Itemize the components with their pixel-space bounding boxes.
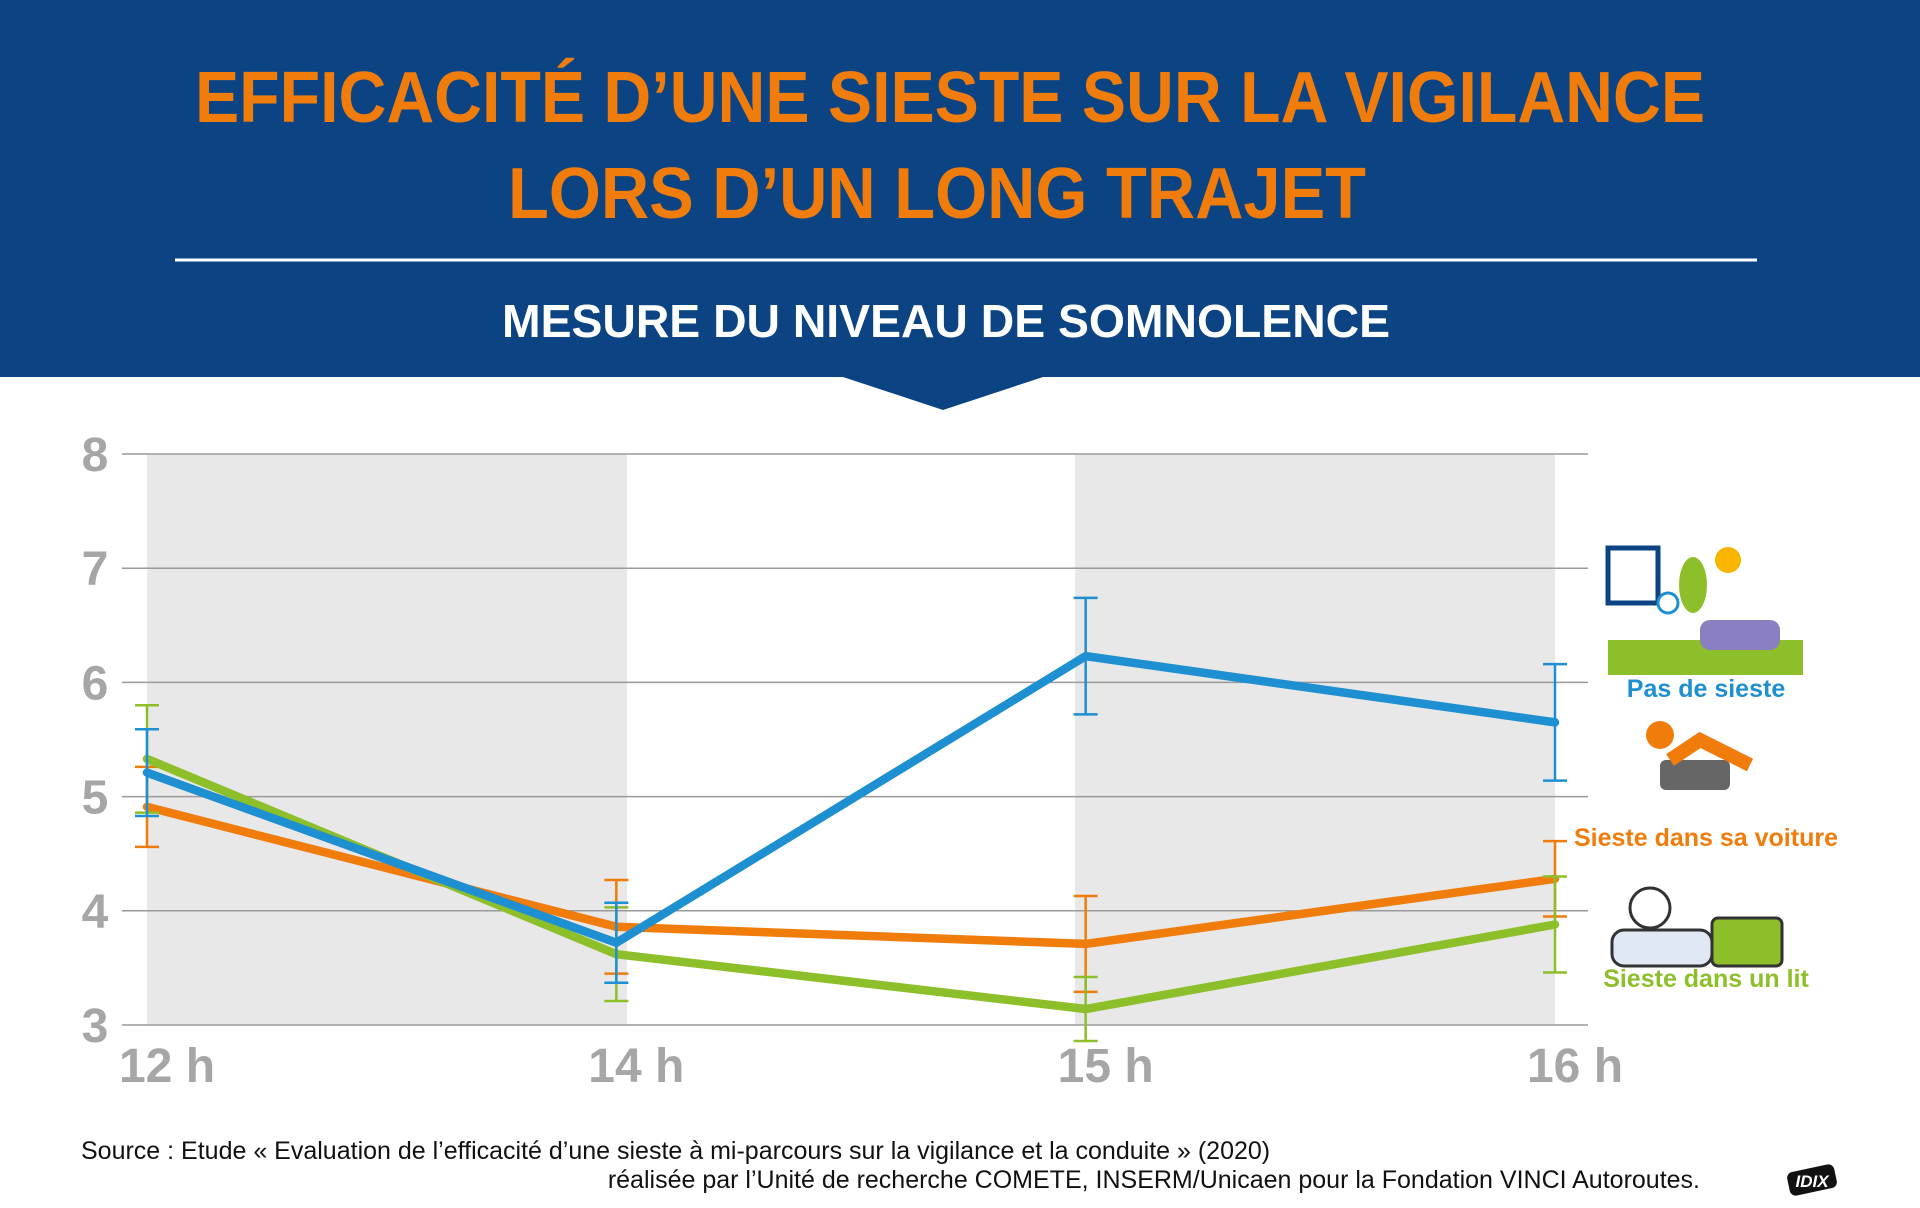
icon	[1610, 928, 1714, 968]
icon	[1660, 760, 1730, 790]
x-tick-label: 16 h	[1527, 1040, 1623, 1093]
y-tick-label: 7	[82, 543, 109, 596]
legend-icons	[1605, 545, 1803, 968]
icon	[1666, 731, 1754, 772]
y-tick-label: 3	[82, 1000, 109, 1053]
chart-title: EFFICACITÉ D’UNE SIESTE SUR LA VIGILANCE	[195, 58, 1705, 138]
y-tick-label: 8	[82, 429, 109, 482]
source-note: Source : Etude « Evaluation de l’efficac…	[81, 1137, 1270, 1165]
y-tick-label: 5	[82, 772, 109, 825]
x-tick-label: 14 h	[588, 1040, 684, 1093]
icon	[1656, 591, 1680, 615]
legend-label: Pas de sieste	[1627, 675, 1786, 703]
x-tick-label: 12 h	[119, 1040, 215, 1093]
band-shade	[1075, 454, 1555, 1025]
icon	[1715, 547, 1741, 573]
chart-subtitle: MESURE DU NIVEAU DE SOMNOLENCE	[502, 295, 1390, 347]
icon	[1628, 886, 1672, 930]
series-line	[142, 802, 1560, 949]
logo-badge	[1787, 1164, 1837, 1196]
legend-label: Sieste dans sa voiture	[1574, 824, 1838, 852]
y-tick-label: 6	[82, 657, 109, 710]
icon	[1700, 620, 1780, 650]
icon	[1679, 557, 1707, 613]
header-arrow	[843, 377, 1043, 410]
legend-label: Sieste dans un lit	[1603, 965, 1809, 993]
logo: IDIX	[1795, 1172, 1830, 1191]
icon	[1710, 916, 1784, 968]
series-line	[142, 651, 1560, 948]
source-note: réalisée par l’Unité de recherche COMETE…	[608, 1166, 1700, 1194]
chart-title: LORS D’UN LONG TRAJET	[508, 154, 1366, 234]
icon	[1646, 721, 1674, 749]
y-tick-label: 4	[82, 886, 109, 939]
header-band	[0, 0, 1920, 377]
band-shade	[147, 454, 627, 1025]
x-tick-label: 15 h	[1058, 1040, 1154, 1093]
icon	[1605, 545, 1661, 606]
